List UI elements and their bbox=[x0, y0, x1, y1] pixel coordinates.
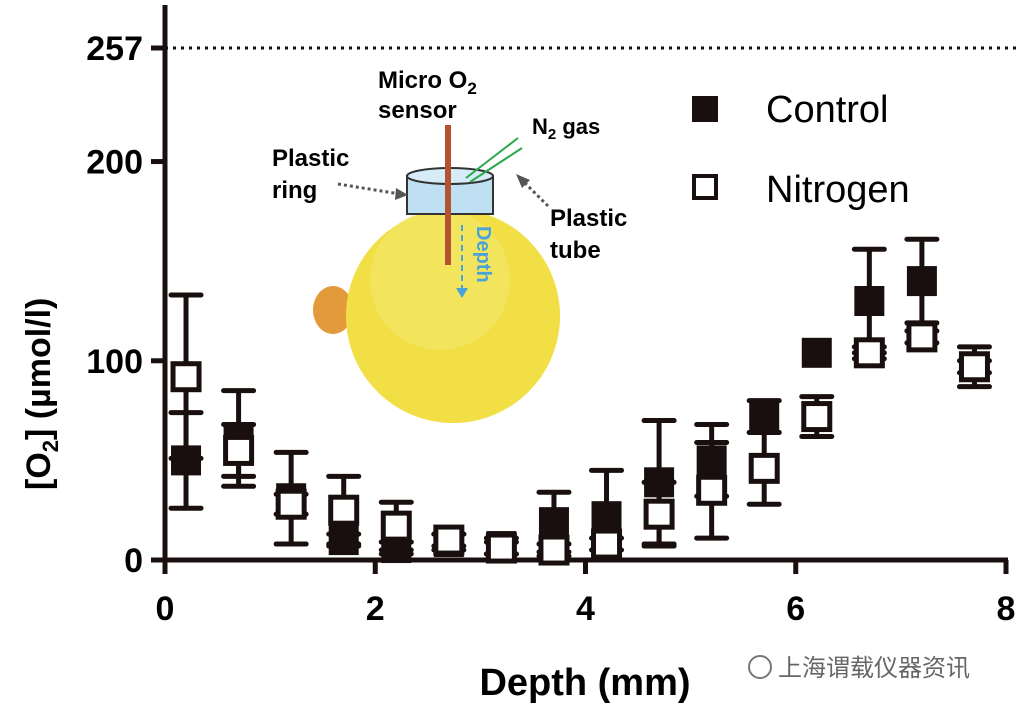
data-point-nitrogen bbox=[326, 473, 362, 547]
marker-filled-square bbox=[801, 337, 832, 368]
data-point-control bbox=[801, 337, 832, 368]
watermark-text: 上海谓载仪器资讯 bbox=[778, 655, 970, 682]
data-point-nitrogen bbox=[851, 337, 887, 369]
marker-open-square bbox=[485, 532, 517, 564]
data-point-control bbox=[904, 236, 940, 326]
inset-ring-pointer-head bbox=[395, 188, 408, 200]
inset-sensor bbox=[445, 125, 451, 265]
inset-gas-line-2 bbox=[469, 147, 523, 183]
marker-open-square bbox=[170, 361, 202, 393]
marker-open-square bbox=[328, 494, 360, 526]
marker-open-square bbox=[801, 401, 833, 433]
inset-tube-label-2: tube bbox=[550, 237, 601, 264]
inset-ring-pointer bbox=[337, 182, 401, 196]
x-tick-label: 0 bbox=[156, 590, 175, 628]
inset-illustration: Depth Micro O2 sensor N2 gas Plastic rin… bbox=[272, 67, 627, 423]
marker-open-square bbox=[538, 534, 570, 566]
data-point-nitrogen bbox=[956, 351, 992, 383]
data-point-nitrogen bbox=[641, 479, 677, 549]
x-tick-label: 4 bbox=[576, 590, 595, 628]
data-point-nitrogen bbox=[536, 534, 572, 566]
y-tick-label: 100 bbox=[86, 343, 143, 381]
data-point-nitrogen bbox=[483, 532, 519, 564]
legend-label-nitrogen: Nitrogen bbox=[766, 169, 910, 211]
marker-filled-square bbox=[906, 266, 937, 297]
data-point-nitrogen bbox=[431, 524, 467, 556]
axes: 0 2 4 6 8 0 100 200 257 bbox=[86, 5, 1018, 628]
marker-open-square bbox=[906, 321, 938, 353]
x-tick-label: 6 bbox=[786, 590, 805, 628]
inset-tube-pointer bbox=[520, 178, 550, 208]
marker-open-square bbox=[853, 337, 885, 369]
marker-open-square bbox=[748, 452, 780, 484]
marker-filled-square bbox=[591, 501, 622, 532]
legend-marker-control bbox=[692, 96, 718, 122]
data-point-nitrogen bbox=[273, 488, 309, 520]
data-point-nitrogen bbox=[799, 394, 835, 439]
inset-depth-label: Depth bbox=[472, 226, 494, 283]
inset-tube-pointer-head bbox=[516, 174, 530, 188]
marker-filled-square bbox=[749, 401, 780, 432]
data-point-control bbox=[746, 398, 782, 435]
data-point-nitrogen bbox=[221, 422, 257, 479]
x-tick-label: 2 bbox=[366, 590, 385, 628]
y-tick-label: 257 bbox=[86, 30, 143, 68]
data-point-control bbox=[851, 246, 887, 356]
x-tick-label: 8 bbox=[997, 590, 1016, 628]
data-point-nitrogen bbox=[589, 528, 625, 560]
inset-gas-line-1 bbox=[465, 137, 519, 179]
y-tick-label: 0 bbox=[124, 542, 143, 580]
marker-open-square bbox=[643, 498, 675, 530]
y-tick-label: 200 bbox=[86, 144, 143, 182]
watermark: 上海谓载仪器资讯 bbox=[748, 655, 970, 682]
data-point-nitrogen bbox=[168, 292, 204, 461]
marker-open-square bbox=[433, 524, 465, 556]
legend-marker-nitrogen bbox=[692, 174, 718, 200]
inset-sensor-label: Micro O2 bbox=[378, 67, 477, 98]
marker-open-square bbox=[958, 351, 990, 383]
data-point-nitrogen bbox=[746, 429, 782, 507]
legend: Control Nitrogen bbox=[692, 89, 910, 211]
inset-ring-label-2: ring bbox=[272, 177, 317, 204]
y-axis-label: [O2] (µmol/l) bbox=[20, 298, 63, 490]
marker-open-square bbox=[591, 528, 623, 560]
marker-open-square bbox=[696, 474, 728, 506]
inset-ring-label-1: Plastic bbox=[272, 145, 349, 172]
data-point-nitrogen bbox=[694, 439, 730, 541]
x-axis-label: Depth (mm) bbox=[479, 662, 690, 704]
marker-open-square bbox=[380, 510, 412, 542]
marker-filled-square bbox=[538, 507, 569, 538]
data-point-nitrogen bbox=[904, 321, 940, 353]
marker-filled-square bbox=[854, 286, 885, 317]
inset-tube-label-1: Plastic bbox=[550, 205, 627, 232]
marker-open-square bbox=[275, 488, 307, 520]
inset-stem bbox=[313, 286, 353, 334]
inset-sensor-label-2: sensor bbox=[378, 97, 457, 124]
inset-fruit-highlight bbox=[370, 210, 510, 350]
wechat-icon bbox=[748, 655, 772, 679]
data-point-nitrogen bbox=[378, 499, 414, 553]
inset-gas-label: N2 gas bbox=[532, 114, 600, 143]
legend-label-control: Control bbox=[766, 89, 889, 131]
data-marks bbox=[168, 236, 992, 566]
marker-open-square bbox=[223, 434, 255, 466]
inset-depth-arrowhead bbox=[456, 288, 468, 298]
